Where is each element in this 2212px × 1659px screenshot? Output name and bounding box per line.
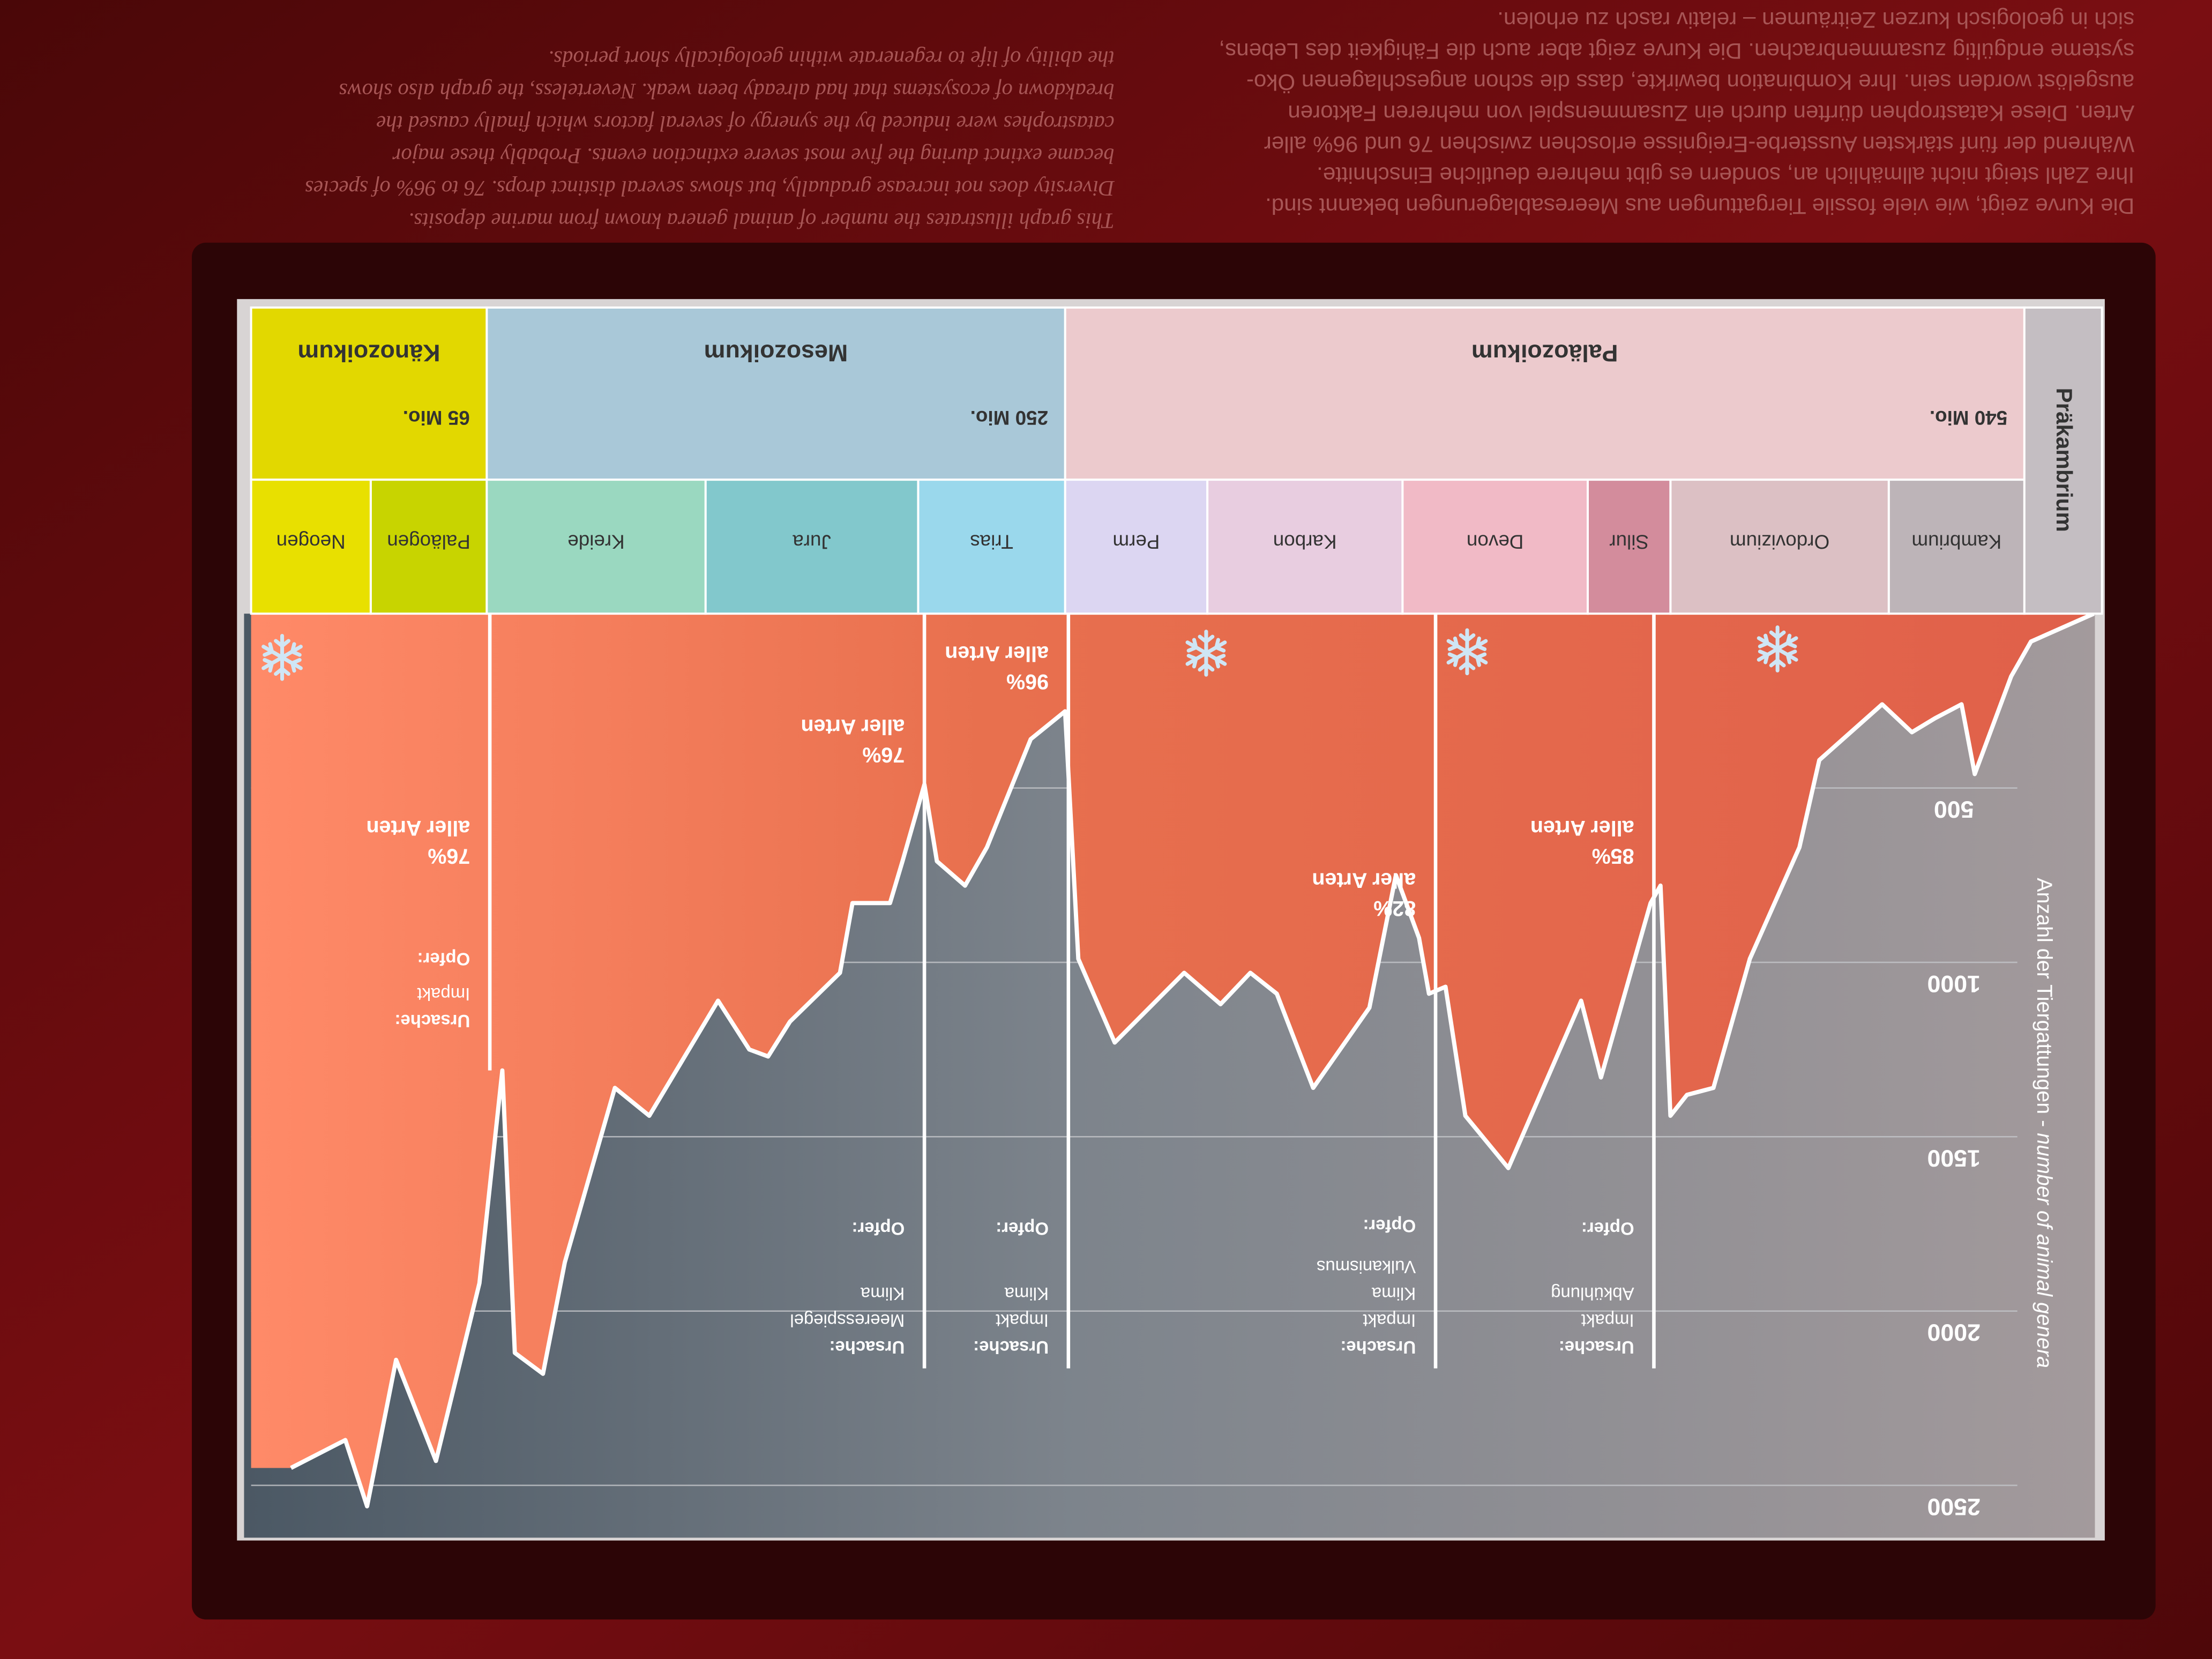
period-cell bbox=[704, 479, 920, 615]
wall-text-de: sich in geologisch kurzen Zeiträumen – r… bbox=[1497, 8, 2134, 33]
y-axis-label-de: Anzahl der Tiergattungen - bbox=[2032, 878, 2056, 1127]
wall-text-en: Diversity does not increase gradually, b… bbox=[305, 176, 1115, 200]
wall-text-de: Arten. Diese Katastrophen dürften durch … bbox=[1288, 101, 2134, 126]
wall-text-de: Die Kurve zeigt, wie viele fossile Tierg… bbox=[1265, 194, 2134, 219]
period-cell bbox=[485, 479, 707, 615]
annotation-heading: Opfer: bbox=[417, 949, 470, 969]
era-start-label: 540 Mio. bbox=[1930, 407, 2007, 429]
annotation-heading: Opfer: bbox=[996, 1219, 1049, 1239]
annotation-line: Klima bbox=[1371, 1284, 1416, 1304]
annotation-heading: Opfer: bbox=[852, 1219, 905, 1239]
annotation-line: Impakt bbox=[1581, 1311, 1634, 1331]
wall-text-en: catastrophes were induced by the synergy… bbox=[376, 111, 1115, 136]
period-cell bbox=[1669, 479, 1890, 615]
marks: 500 1000 1500 2000 2500 Kambrium Ordovizium Sil… bbox=[250, 306, 2095, 1520]
y-axis-label-en: number of animal genera bbox=[2032, 1133, 2056, 1368]
period-cell bbox=[1401, 479, 1589, 615]
y-axis-label: Anzahl der Tiergattungen - number of ani… bbox=[2032, 878, 2056, 1368]
annotation-line: Impakt bbox=[417, 984, 470, 1004]
annotation-heading: Ursache: bbox=[1340, 1337, 1416, 1357]
annotation-heading: Ursache: bbox=[973, 1337, 1049, 1357]
era-label: Mesozoikum bbox=[704, 340, 848, 367]
wall-text-en: became extinct during the five most seve… bbox=[392, 144, 1114, 168]
era-label: Känozoikum bbox=[297, 340, 440, 367]
extinction-percent: 96% bbox=[1006, 670, 1049, 693]
y-tick-label: 2500 bbox=[1927, 1493, 1981, 1520]
annotation-heading: Opfer: bbox=[1363, 1216, 1416, 1236]
era-label: Paläozoikum bbox=[1471, 340, 1618, 367]
annotation-line: Impakt bbox=[1363, 1311, 1416, 1331]
period-label: Paläogen bbox=[387, 531, 470, 553]
annotation-line: Klima bbox=[1004, 1284, 1049, 1304]
era-cell bbox=[485, 306, 1066, 481]
wall-text-de: ausgelöst worden sein. Ihre Kombination … bbox=[1246, 70, 2134, 95]
era-cell bbox=[250, 306, 488, 481]
annotation-line: Klima bbox=[860, 1284, 905, 1304]
diversity-fill bbox=[251, 614, 2094, 1507]
extinction-species: aller Arten bbox=[1312, 868, 1416, 892]
period-label: Silur bbox=[1609, 531, 1649, 553]
y-tick-label: 1500 bbox=[1927, 1145, 1981, 1171]
annotation-heading: Opfer: bbox=[1581, 1219, 1634, 1239]
y-tick-label: 1000 bbox=[1927, 970, 1981, 997]
period-label: Perm bbox=[1112, 531, 1160, 553]
extinction-percent: 76% bbox=[862, 743, 905, 767]
period-label: Jura bbox=[793, 531, 831, 553]
annotation-heading: Ursache: bbox=[394, 1011, 470, 1031]
period-label: Neogen bbox=[276, 531, 346, 553]
era-cell bbox=[1064, 306, 2026, 481]
wall-text-de: Ihre Zahl steigt nicht allmählich an, so… bbox=[1317, 163, 2134, 188]
wall-text-en: the ability of life to regenerate within… bbox=[548, 47, 1115, 71]
annotation-heading: Ursache: bbox=[1559, 1337, 1634, 1357]
extinction-percent: 82% bbox=[1373, 896, 1416, 920]
period-label: Kambrium bbox=[1911, 531, 2001, 553]
annotation-line: Meeresspiegel bbox=[790, 1311, 905, 1331]
extinction-species: aller Arten bbox=[801, 715, 905, 738]
annotation-line: Vulkanismus bbox=[1317, 1257, 1416, 1277]
diversity-line bbox=[290, 611, 2095, 1508]
period-label: Kreide bbox=[567, 531, 625, 553]
period-cell bbox=[1206, 479, 1404, 615]
era-start-label: 65 Mio. bbox=[403, 407, 470, 429]
period-cell bbox=[369, 479, 488, 615]
annotation-line: Impakt bbox=[996, 1311, 1049, 1331]
precambrian-cell bbox=[2023, 306, 2103, 615]
y-tick-label: 2000 bbox=[1927, 1319, 1981, 1346]
wall-text-en: This graph illustrates the number of ani… bbox=[408, 209, 1115, 233]
extinction-species: aller Arten bbox=[945, 641, 1049, 665]
period-label: Karbon bbox=[1273, 531, 1337, 553]
period-label: Trias bbox=[970, 531, 1013, 553]
extinction-percent: 76% bbox=[428, 844, 470, 868]
period-cell bbox=[250, 479, 372, 615]
annotation-line: Abkühlung bbox=[1551, 1284, 1634, 1304]
wall-text-en: breakdown of ecosystems that had already… bbox=[339, 79, 1114, 103]
display: Anzahl der Tiergattungen - number of ani… bbox=[192, 8, 2156, 1620]
annotation-heading: Ursache: bbox=[829, 1337, 905, 1357]
precambrian-label: Präkambrium bbox=[2052, 388, 2077, 532]
period-label: Devon bbox=[1467, 531, 1524, 553]
period-label: Ordovizium bbox=[1730, 531, 1829, 553]
wall-text-de: Während der fünf stärksten Aussterbe-Ere… bbox=[1264, 132, 2134, 157]
extinction-species: aller Arten bbox=[1530, 816, 1634, 840]
extinction-species: aller Arten bbox=[366, 816, 470, 840]
wall-text-de: systeme endgültig zusammenbrachen. Die K… bbox=[1219, 39, 2134, 64]
period-cell bbox=[917, 479, 1066, 615]
era-start-label: 250 Mio. bbox=[970, 407, 1048, 429]
y-tick-label: 500 bbox=[1934, 796, 1974, 823]
extinction-percent: 85% bbox=[1592, 844, 1634, 868]
